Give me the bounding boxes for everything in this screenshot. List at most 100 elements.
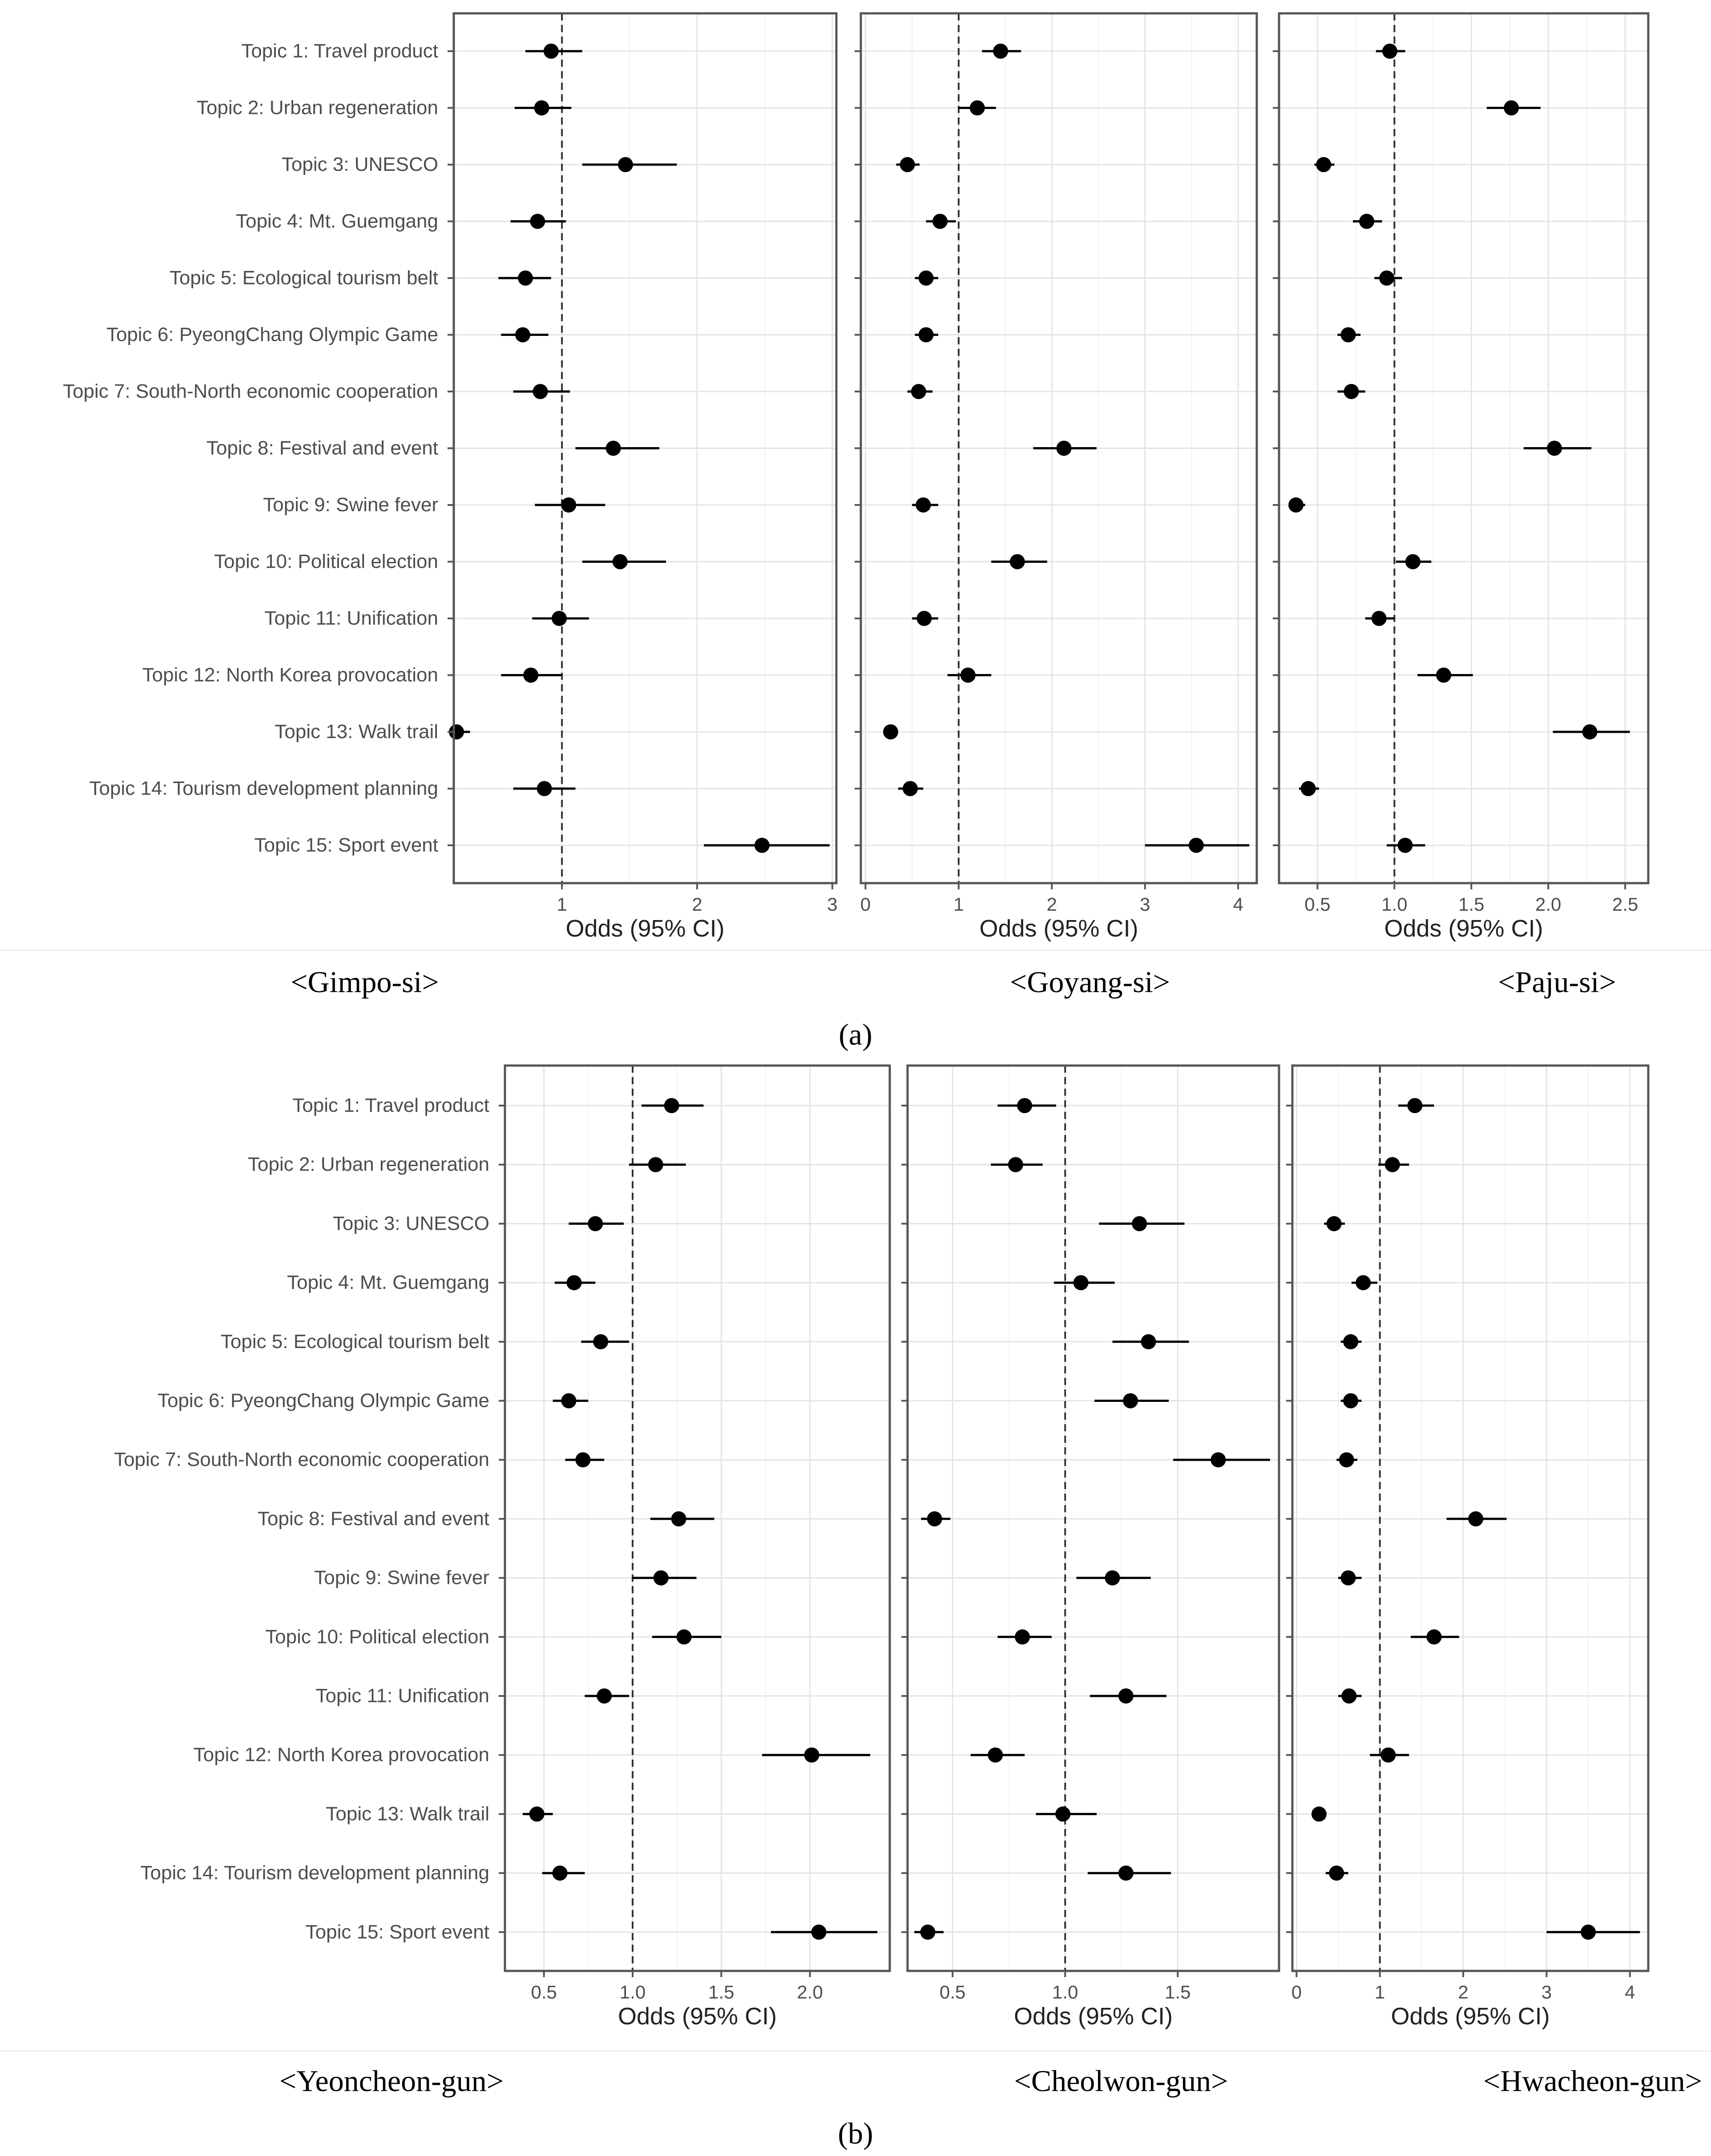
odds-point (1009, 554, 1025, 569)
x-tick-label: 3 (827, 894, 837, 915)
odds-point (523, 667, 539, 683)
x-tick-label: 2 (1458, 1982, 1468, 2003)
topic-label: Topic 12: North Korea provocation (194, 1744, 489, 1766)
odds-point (1017, 1098, 1033, 1113)
x-tick-label: 3 (1140, 894, 1150, 915)
forest-panel-2: 0 1 2 3 4 Odds (95% CI) <Goyang-si> (855, 12, 1258, 999)
topic-label: Topic 13: Walk trail (326, 1803, 489, 1825)
region-caption: <Paju-si> (1498, 965, 1616, 999)
odds-point (1356, 1275, 1371, 1291)
odds-point (811, 1924, 827, 1940)
forest-panel-6: 0 1 2 3 4 Odds (95% CI) <Hwacheon-gun> (1286, 1064, 1702, 2098)
topic-label: Topic 6: PyeongChang Olympic Game (157, 1390, 489, 1412)
odds-point (552, 1865, 568, 1881)
x-tick-label: 1.0 (1052, 1982, 1078, 2003)
x-axis-title: Odds (95% CI) (1014, 2003, 1173, 2030)
x-tick-label: 1 (953, 894, 964, 915)
x-tick-label: 0.5 (1304, 894, 1330, 915)
odds-point (927, 1511, 942, 1526)
region-caption: <Goyang-si> (1010, 965, 1170, 999)
odds-point (920, 1924, 936, 1940)
odds-point (1340, 327, 1356, 343)
odds-point (1326, 1216, 1342, 1231)
topic-label: Topic 5: Ecological tourism belt (169, 267, 438, 289)
odds-point (1015, 1629, 1030, 1645)
odds-point (1504, 100, 1519, 116)
odds-point (918, 327, 934, 343)
x-tick-label: 4 (1625, 1982, 1635, 2003)
forest-panel-4: Topic 1: Travel product Topic 2: Urban re… (114, 1064, 891, 2098)
x-tick-label: 0 (860, 894, 871, 915)
x-tick-label: 1.0 (1381, 894, 1407, 915)
topic-label: Topic 13: Walk trail (274, 721, 438, 743)
topic-label: Topic 10: Political election (265, 1626, 489, 1647)
x-tick-label: 1 (557, 894, 567, 915)
odds-point (530, 214, 545, 229)
odds-point (1380, 1747, 1396, 1763)
topic-label: Topic 3: UNESCO (282, 153, 438, 175)
topic-label: Topic 2: Urban regeneration (248, 1154, 489, 1175)
panel-a-label: (a) (839, 1017, 872, 1051)
odds-point (617, 157, 633, 172)
topic-label: Topic 14: Tourism development planning (141, 1862, 489, 1884)
x-axis-title: Odds (95% CI) (618, 2003, 777, 2030)
topic-label: Topic 9: Swine fever (314, 1567, 489, 1589)
odds-point (612, 554, 628, 569)
odds-point (1582, 724, 1598, 739)
topic-label: Topic 15: Sport event (254, 834, 438, 856)
x-tick-label: 1.0 (620, 1982, 646, 2003)
odds-point (1436, 667, 1452, 683)
forest-panel-1: Topic 1: Travel product Topic 2: Urban re… (63, 12, 838, 999)
odds-point (1105, 1570, 1120, 1586)
odds-point (648, 1157, 663, 1172)
x-tick-label: 2 (692, 894, 702, 915)
odds-point (1141, 1334, 1156, 1349)
topic-label: Topic 10: Political election (214, 551, 438, 573)
odds-point (537, 781, 552, 796)
odds-point (1073, 1275, 1089, 1291)
odds-point (543, 44, 559, 59)
odds-point (1311, 1806, 1327, 1822)
topic-label: Topic 4: Mt. Guemgang (287, 1272, 489, 1293)
region-caption: <Yeoncheon-gun> (279, 2064, 504, 2098)
x-axis-title: Odds (95% CI) (979, 915, 1138, 942)
topic-label: Topic 11: Unification (265, 607, 439, 629)
odds-point (916, 611, 932, 626)
odds-point (1056, 440, 1072, 456)
odds-point (918, 271, 934, 286)
odds-point (566, 1275, 582, 1291)
odds-point (1118, 1688, 1134, 1704)
odds-point (1300, 781, 1316, 796)
x-tick-label: 2.0 (797, 1982, 823, 2003)
odds-point (1132, 1216, 1147, 1231)
odds-point (518, 271, 533, 286)
odds-point (969, 100, 985, 116)
topic-label: Topic 15: Sport event (306, 1921, 489, 1943)
topic-label: Topic 8: Festival and event (206, 437, 438, 459)
topic-label: Topic 1: Travel product (292, 1094, 489, 1116)
odds-point (1341, 1688, 1357, 1704)
topic-label: Topic 8: Festival and event (258, 1508, 489, 1530)
odds-point (1340, 1570, 1356, 1586)
forest-panel-3: 0.5 1.0 1.5 2.0 2.5 Odds (95% CI) <Paju-si> (1273, 12, 1650, 999)
odds-point (1339, 1452, 1354, 1468)
odds-point (993, 44, 1009, 59)
topic-label: Topic 2: Urban regeneration (197, 97, 438, 119)
odds-point (552, 611, 567, 626)
odds-point (671, 1511, 686, 1526)
odds-point (1397, 838, 1413, 853)
x-tick-label: 1.5 (1458, 894, 1484, 915)
odds-point (605, 440, 621, 456)
odds-point (534, 100, 549, 116)
topic-label: Topic 1: Travel product (241, 40, 438, 62)
x-tick-label: 1.5 (1165, 1982, 1190, 2003)
odds-point (804, 1747, 819, 1763)
odds-point (1581, 1924, 1596, 1940)
odds-point (1547, 440, 1562, 456)
odds-point (932, 214, 948, 229)
x-tick-label: 1 (1375, 1982, 1385, 2003)
odds-point (1188, 838, 1204, 853)
odds-point (883, 724, 899, 739)
topic-label: Topic 3: UNESCO (333, 1212, 489, 1234)
odds-point (754, 838, 770, 853)
